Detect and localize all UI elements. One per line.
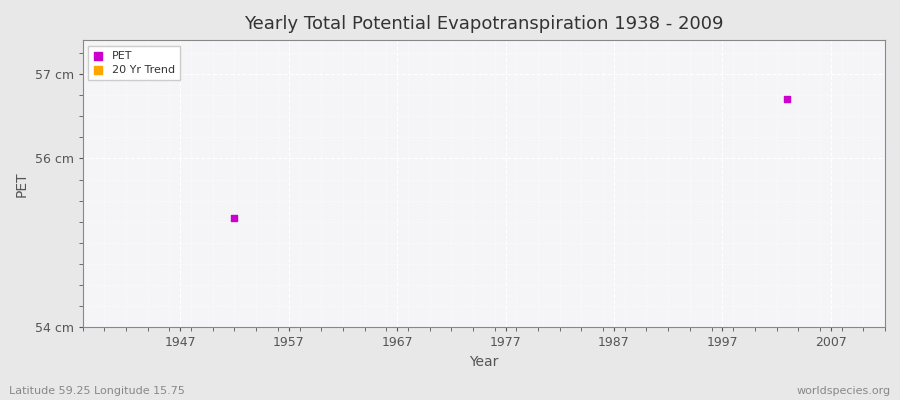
PET [780, 96, 795, 102]
Legend: PET, 20 Yr Trend: PET, 20 Yr Trend [88, 46, 180, 80]
Text: worldspecies.org: worldspecies.org [796, 386, 891, 396]
PET [228, 214, 242, 221]
Title: Yearly Total Potential Evapotranspiration 1938 - 2009: Yearly Total Potential Evapotranspiratio… [244, 15, 724, 33]
X-axis label: Year: Year [469, 355, 499, 369]
Y-axis label: PET: PET [15, 171, 29, 196]
Text: Latitude 59.25 Longitude 15.75: Latitude 59.25 Longitude 15.75 [9, 386, 184, 396]
